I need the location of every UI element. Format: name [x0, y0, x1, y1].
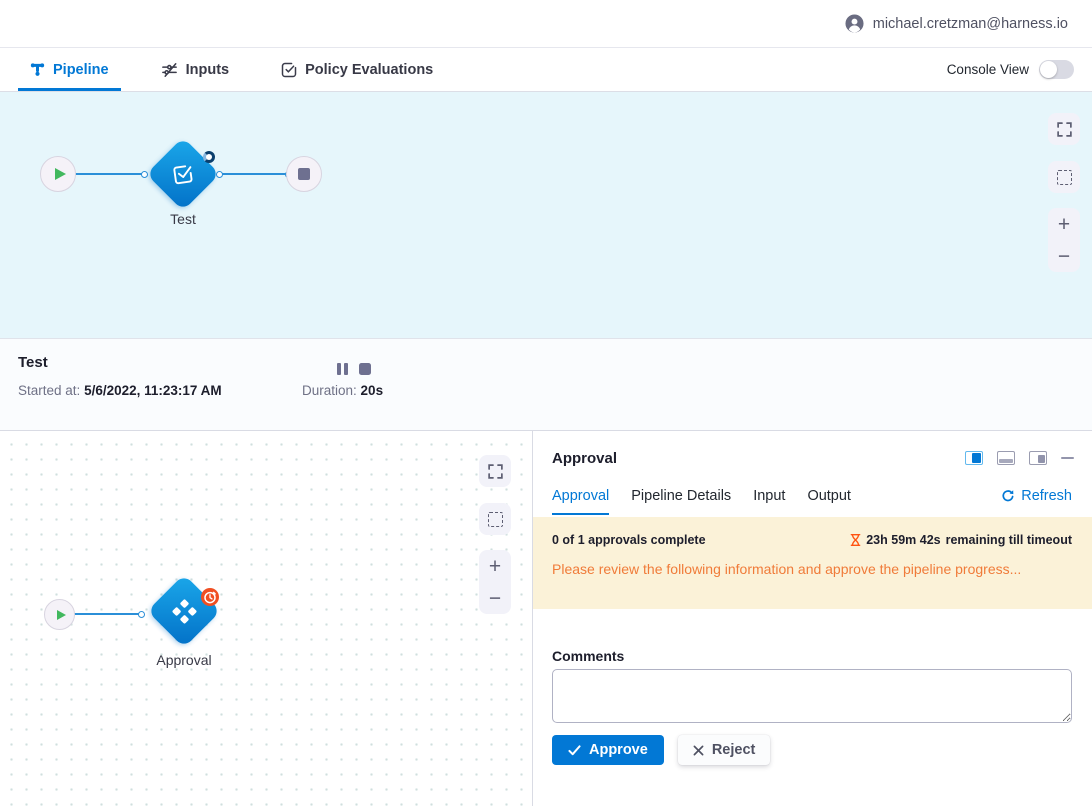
layout-right-panel-button[interactable] [1029, 451, 1047, 465]
canvas-fit-selection-button[interactable] [1048, 161, 1080, 193]
tab-pipeline-label: Pipeline [53, 61, 109, 78]
stage-running-spinner-icon [203, 151, 215, 163]
refresh-label: Refresh [1021, 488, 1072, 504]
panel-tabs: Approval Pipeline Details Input Output R… [552, 488, 1072, 515]
zoom-out-button[interactable]: − [488, 586, 502, 610]
zoom-in-button[interactable]: + [488, 554, 502, 578]
hourglass-icon [850, 533, 861, 547]
refresh-button[interactable]: Refresh [1001, 488, 1072, 504]
tab-inputs-label: Inputs [185, 61, 230, 78]
topbar: michael.cretzman@harness.io [0, 0, 1092, 48]
edge-start-to-approval [74, 613, 142, 615]
pause-execution-button[interactable] [337, 363, 348, 375]
user-avatar-icon[interactable] [845, 14, 864, 33]
execution-tabbar: Pipeline Inputs Policy Evaluations Conso… [0, 48, 1092, 92]
step-start-node[interactable] [44, 599, 75, 630]
fullscreen-icon [1056, 121, 1073, 138]
refresh-icon [1001, 489, 1015, 503]
step-node-label: Approval [156, 652, 212, 668]
user-email[interactable]: michael.cretzman@harness.io [872, 15, 1068, 32]
timeout-suffix: remaining till timeout [945, 533, 1072, 547]
started-at-label: Started at: [18, 383, 81, 398]
panel-tab-output[interactable]: Output [807, 488, 851, 504]
panel-minimize-button[interactable] [1061, 456, 1074, 460]
canvas-fullscreen-button[interactable] [1048, 113, 1080, 145]
edge-connector-dot [216, 170, 223, 178]
pipeline-icon [30, 62, 45, 77]
panel-tab-pipeline-details[interactable]: Pipeline Details [631, 488, 732, 504]
stop-execution-button[interactable] [359, 363, 371, 375]
execution-statusbar: Test Started at: 5/6/2022, 11:23:17 AM D… [0, 338, 1092, 431]
console-view-label: Console View [946, 62, 1029, 77]
stage-node-test[interactable] [146, 137, 220, 211]
layout-horizontal-split-button[interactable] [997, 451, 1015, 465]
tab-pipeline[interactable]: Pipeline [18, 48, 121, 91]
started-at-value: 5/6/2022, 11:23:17 AM [84, 383, 222, 398]
stage-node-label: Test [170, 211, 196, 227]
check-icon [568, 744, 581, 756]
canvas-zoom-controls: + − [1048, 208, 1080, 272]
approval-banner: 0 of 1 approvals complete 23h 59m 42s re… [533, 517, 1092, 609]
edge-connector-dot [141, 170, 148, 178]
running-stage-name: Test [18, 354, 48, 371]
marquee-select-icon [1056, 169, 1072, 185]
layout-vertical-split-button[interactable] [965, 451, 983, 465]
approve-button[interactable]: Approve [552, 735, 664, 765]
zoom-out-button[interactable]: − [1057, 244, 1071, 268]
policy-check-icon [281, 62, 297, 78]
waiting-clock-badge-icon [200, 587, 220, 612]
edge-start-to-test [72, 173, 146, 175]
approval-step-icon [171, 598, 198, 625]
comments-label: Comments [552, 648, 625, 664]
pipeline-start-node[interactable] [40, 156, 76, 192]
stop-square-icon [298, 168, 310, 180]
reject-button[interactable]: Reject [677, 735, 771, 765]
step-node-approval[interactable] [147, 574, 221, 648]
edge-test-to-end [221, 173, 289, 175]
tab-policy-label: Policy Evaluations [305, 61, 434, 78]
edge-connector-dot [138, 610, 145, 618]
approvals-progress-text: 0 of 1 approvals complete [552, 533, 706, 547]
pipeline-end-node[interactable] [286, 156, 322, 192]
marquee-select-icon [487, 511, 503, 527]
step-details-panel: Approval Approval Pipeline Details Input… [533, 431, 1092, 806]
duration-row: Duration: 20s [302, 383, 383, 398]
approval-message: Please review the following information … [552, 561, 1022, 577]
duration-value: 20s [360, 383, 384, 398]
fullscreen-icon [487, 463, 504, 480]
tab-inputs[interactable]: Inputs [149, 48, 242, 91]
stage-graph-canvas[interactable]: Test + − [0, 92, 1092, 338]
approve-label: Approve [589, 742, 648, 758]
play-icon [54, 168, 66, 180]
stage-check-icon [168, 159, 198, 189]
panel-tab-input[interactable]: Input [753, 488, 786, 504]
reject-label: Reject [711, 742, 756, 758]
step-canvas-fullscreen-button[interactable] [479, 455, 511, 487]
step-canvas-zoom-controls: + − [479, 550, 511, 614]
started-at-row: Started at: 5/6/2022, 11:23:17 AM [18, 383, 222, 398]
tab-policy-evaluations[interactable]: Policy Evaluations [269, 48, 445, 91]
timeout-value: 23h 59m 42s [866, 533, 941, 547]
panel-tab-approval[interactable]: Approval [552, 488, 610, 515]
timeout-remaining: 23h 59m 42s remaining till timeout [850, 533, 1072, 547]
toggle-knob [1040, 61, 1057, 78]
comments-input[interactable] [552, 669, 1072, 723]
step-canvas-fit-selection-button[interactable] [479, 503, 511, 535]
zoom-in-button[interactable]: + [1057, 212, 1071, 236]
console-view-toggle[interactable] [1039, 60, 1074, 79]
panel-layout-controls [965, 451, 1074, 465]
play-icon [57, 609, 66, 620]
duration-label: Duration: [302, 383, 357, 398]
approval-actions: Approve Reject [552, 735, 771, 765]
x-icon [693, 745, 704, 756]
panel-title: Approval [552, 450, 618, 467]
inputs-sliders-icon [161, 62, 178, 78]
step-graph-canvas[interactable]: Approval + − [0, 431, 533, 806]
